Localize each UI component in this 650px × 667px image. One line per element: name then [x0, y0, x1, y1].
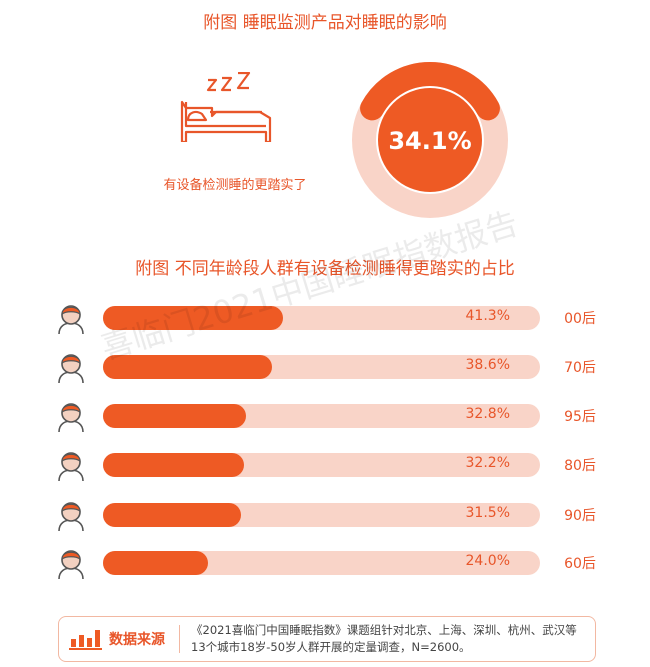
chart-title-1: 附图 睡眠监测产品对睡眠的影响	[203, 13, 447, 33]
watermark: 喜临门2021中国睡眠指数报告	[96, 204, 523, 368]
category-label: 60后	[564, 556, 596, 572]
chart-title-2: 附图 不同年龄段人群有设备检测睡得更踏实的占比	[135, 259, 515, 279]
bar-track	[103, 551, 540, 575]
bar-track	[103, 355, 540, 379]
bar-row: 31.5% 90后	[0, 495, 650, 535]
bar-value-label: 32.8%	[465, 406, 510, 422]
category-label: 00后	[564, 311, 596, 327]
donut-fill	[360, 62, 500, 121]
bar	[103, 453, 244, 477]
category-label: 70后	[564, 360, 596, 376]
avatar-icon	[58, 550, 84, 579]
bar-value-label: 31.5%	[465, 505, 510, 521]
category-label: 90后	[564, 508, 596, 524]
bar	[103, 355, 272, 379]
bar-value-label: 32.2%	[465, 455, 510, 471]
divider	[179, 625, 180, 653]
bar-row: 32.2% 80后	[0, 445, 650, 485]
highlight-label: 有设备检测睡的更踏实了	[163, 178, 307, 193]
bar-value-label: 38.6%	[465, 357, 510, 373]
avatar-icon	[58, 305, 84, 334]
donut-value: 34.1%	[388, 127, 471, 155]
bar-value-label: 41.3%	[465, 308, 510, 324]
avatar-icon	[58, 354, 84, 383]
donut-gauge: 34.1%	[352, 62, 508, 218]
bed-sleeping-icon	[180, 72, 272, 142]
source-label: 数据来源	[109, 632, 165, 648]
category-label: 80后	[564, 458, 596, 474]
bar	[103, 306, 284, 330]
bar-chart-icon	[69, 630, 102, 650]
bar-track	[103, 453, 540, 477]
bar	[103, 551, 208, 575]
bar-track	[103, 306, 540, 330]
avatar-icon	[58, 452, 84, 481]
data-source-box: 数据来源 《2021喜临门中国睡眠指数》课题组针对北京、上海、深圳、杭州、武汉等…	[58, 616, 596, 662]
source-text: 《2021喜临门中国睡眠指数》课题组针对北京、上海、深圳、杭州、武汉等13个城市…	[191, 623, 577, 654]
avatar-icon	[58, 502, 84, 531]
category-label: 95后	[564, 409, 596, 425]
bar	[103, 404, 247, 428]
bar-track	[103, 404, 540, 428]
bar-row: 32.8% 95后	[0, 396, 650, 436]
bar	[103, 503, 241, 527]
bar-value-label: 24.0%	[465, 553, 510, 569]
bar-row: 38.6% 70后	[0, 347, 650, 387]
donut-center	[378, 88, 482, 192]
avatar-icon	[58, 403, 84, 432]
bar-track	[103, 503, 540, 527]
bar-row: 24.0% 60后	[0, 543, 650, 583]
bar-row: 41.3% 00后	[0, 298, 650, 338]
